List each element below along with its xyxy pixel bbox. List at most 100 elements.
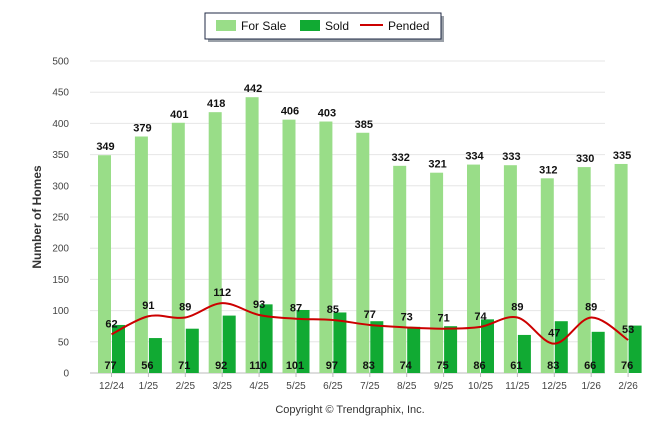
- bar-sold: [407, 326, 421, 373]
- y-tick-label: 0: [63, 369, 69, 380]
- label-for-sale: 385: [355, 119, 373, 131]
- label-sold: 76: [621, 360, 633, 372]
- x-tick-label: 12/24: [99, 381, 124, 392]
- legend-swatch-sold: [300, 20, 320, 31]
- x-tick-label: 4/25: [249, 381, 269, 392]
- label-for-sale: 349: [96, 141, 114, 153]
- bar-for-sale: [356, 132, 370, 373]
- y-axis-ticks: 0 50 100 150 200 250 300 350 400 450 500: [52, 57, 69, 380]
- x-tick-label: 3/25: [212, 381, 232, 392]
- label-pended: 53: [622, 324, 634, 336]
- label-pended: 89: [179, 301, 191, 313]
- label-pended: 74: [474, 311, 487, 323]
- bar-sold: [259, 304, 273, 373]
- x-tick-label: 5/25: [286, 381, 306, 392]
- y-tick-label: 150: [52, 275, 69, 286]
- label-pended: 62: [105, 318, 117, 330]
- x-tick-label: 2/25: [176, 381, 196, 392]
- x-axis-ticks: 12/24 1/25 2/25 3/25 4/25 5/25 6/25 7/25 8/25 9/2…: [99, 373, 638, 392]
- label-for-sale: 333: [502, 151, 520, 163]
- bar-for-sale: [430, 172, 444, 373]
- label-sold: 74: [400, 360, 413, 372]
- label-pended: 77: [364, 309, 376, 321]
- label-pended: 73: [401, 311, 413, 323]
- legend-swatch-for-sale: [216, 20, 236, 31]
- label-pended: 71: [437, 313, 449, 325]
- x-tick-label: 7/25: [360, 381, 380, 392]
- label-for-sale: 334: [465, 151, 484, 163]
- x-tick-label: 11/25: [505, 381, 530, 392]
- label-for-sale: 406: [281, 106, 299, 118]
- label-for-sale: 442: [244, 83, 262, 95]
- pended-line: [111, 302, 629, 345]
- data-labels: 349 77 379 56 401 71 418 92 442 110 406 101 403 97 385…: [96, 83, 634, 372]
- legend-frame: [204, 12, 442, 40]
- label-pended: 89: [511, 301, 523, 313]
- label-pended: 89: [585, 301, 597, 313]
- label-for-sale: 379: [133, 123, 151, 135]
- y-tick-label: 500: [52, 57, 69, 68]
- label-sold: 83: [363, 360, 375, 372]
- bars: [98, 97, 642, 373]
- bar-for-sale: [319, 121, 333, 373]
- label-pended: 85: [327, 304, 339, 316]
- label-sold: 97: [326, 360, 338, 372]
- bar-sold: [554, 321, 568, 373]
- y-tick-label: 200: [52, 244, 69, 255]
- bar-sold: [517, 334, 531, 373]
- bar-for-sale: [614, 163, 628, 373]
- grid-lines: [90, 60, 605, 374]
- bar-for-sale: [467, 164, 480, 373]
- bar-sold: [591, 331, 605, 373]
- x-tick-label: 10/25: [468, 381, 493, 392]
- label-sold: 86: [473, 360, 485, 372]
- label-sold: 77: [104, 360, 116, 372]
- label-for-sale: 335: [613, 150, 631, 162]
- label-for-sale: 332: [392, 152, 410, 164]
- bar-sold: [444, 326, 458, 373]
- label-for-sale: 321: [428, 159, 446, 171]
- legend: For Sale Sold Pended: [204, 12, 444, 42]
- x-tick-label: 1/25: [139, 381, 159, 392]
- y-tick-label: 350: [52, 150, 69, 161]
- label-sold: 83: [547, 360, 559, 372]
- y-tick-label: 50: [58, 337, 70, 348]
- x-tick-label: 8/25: [397, 381, 417, 392]
- bar-for-sale: [208, 112, 222, 373]
- bar-for-sale: [282, 119, 296, 373]
- bar-sold: [370, 321, 384, 373]
- y-tick-label: 400: [52, 119, 69, 130]
- legend-label-pended: Pended: [388, 19, 429, 33]
- bar-sold: [222, 315, 236, 373]
- label-sold: 71: [178, 360, 190, 372]
- bar-sold: [185, 328, 199, 373]
- bar-for-sale: [245, 97, 259, 373]
- bar-for-sale: [134, 136, 148, 373]
- bar-for-sale: [98, 155, 111, 373]
- label-sold: 110: [249, 360, 267, 372]
- legend-label-sold: Sold: [325, 19, 349, 33]
- label-for-sale: 330: [576, 153, 594, 165]
- pended-line-path: [111, 302, 629, 345]
- bar-sold: [481, 319, 494, 373]
- label-sold: 61: [510, 360, 522, 372]
- bar-sold: [148, 338, 162, 373]
- y-tick-label: 450: [52, 88, 69, 99]
- x-tick-label: 2/26: [618, 381, 638, 392]
- bar-sold: [628, 325, 642, 373]
- bar-sold: [296, 309, 310, 373]
- bar-for-sale: [577, 167, 591, 373]
- label-for-sale: 312: [539, 164, 557, 176]
- copyright-text: Copyright © Trendgraphix, Inc.: [275, 404, 424, 416]
- bar-for-sale: [171, 122, 185, 373]
- label-for-sale: 403: [318, 108, 336, 120]
- x-tick-label: 6/25: [323, 381, 343, 392]
- label-sold: 101: [286, 360, 304, 372]
- x-tick-label: 12/25: [542, 381, 567, 392]
- x-tick-label: 1/26: [581, 381, 601, 392]
- label-for-sale: 418: [207, 98, 225, 110]
- y-axis-title: Number of Homes: [30, 165, 44, 269]
- label-sold: 92: [215, 360, 227, 372]
- label-sold: 66: [584, 360, 596, 372]
